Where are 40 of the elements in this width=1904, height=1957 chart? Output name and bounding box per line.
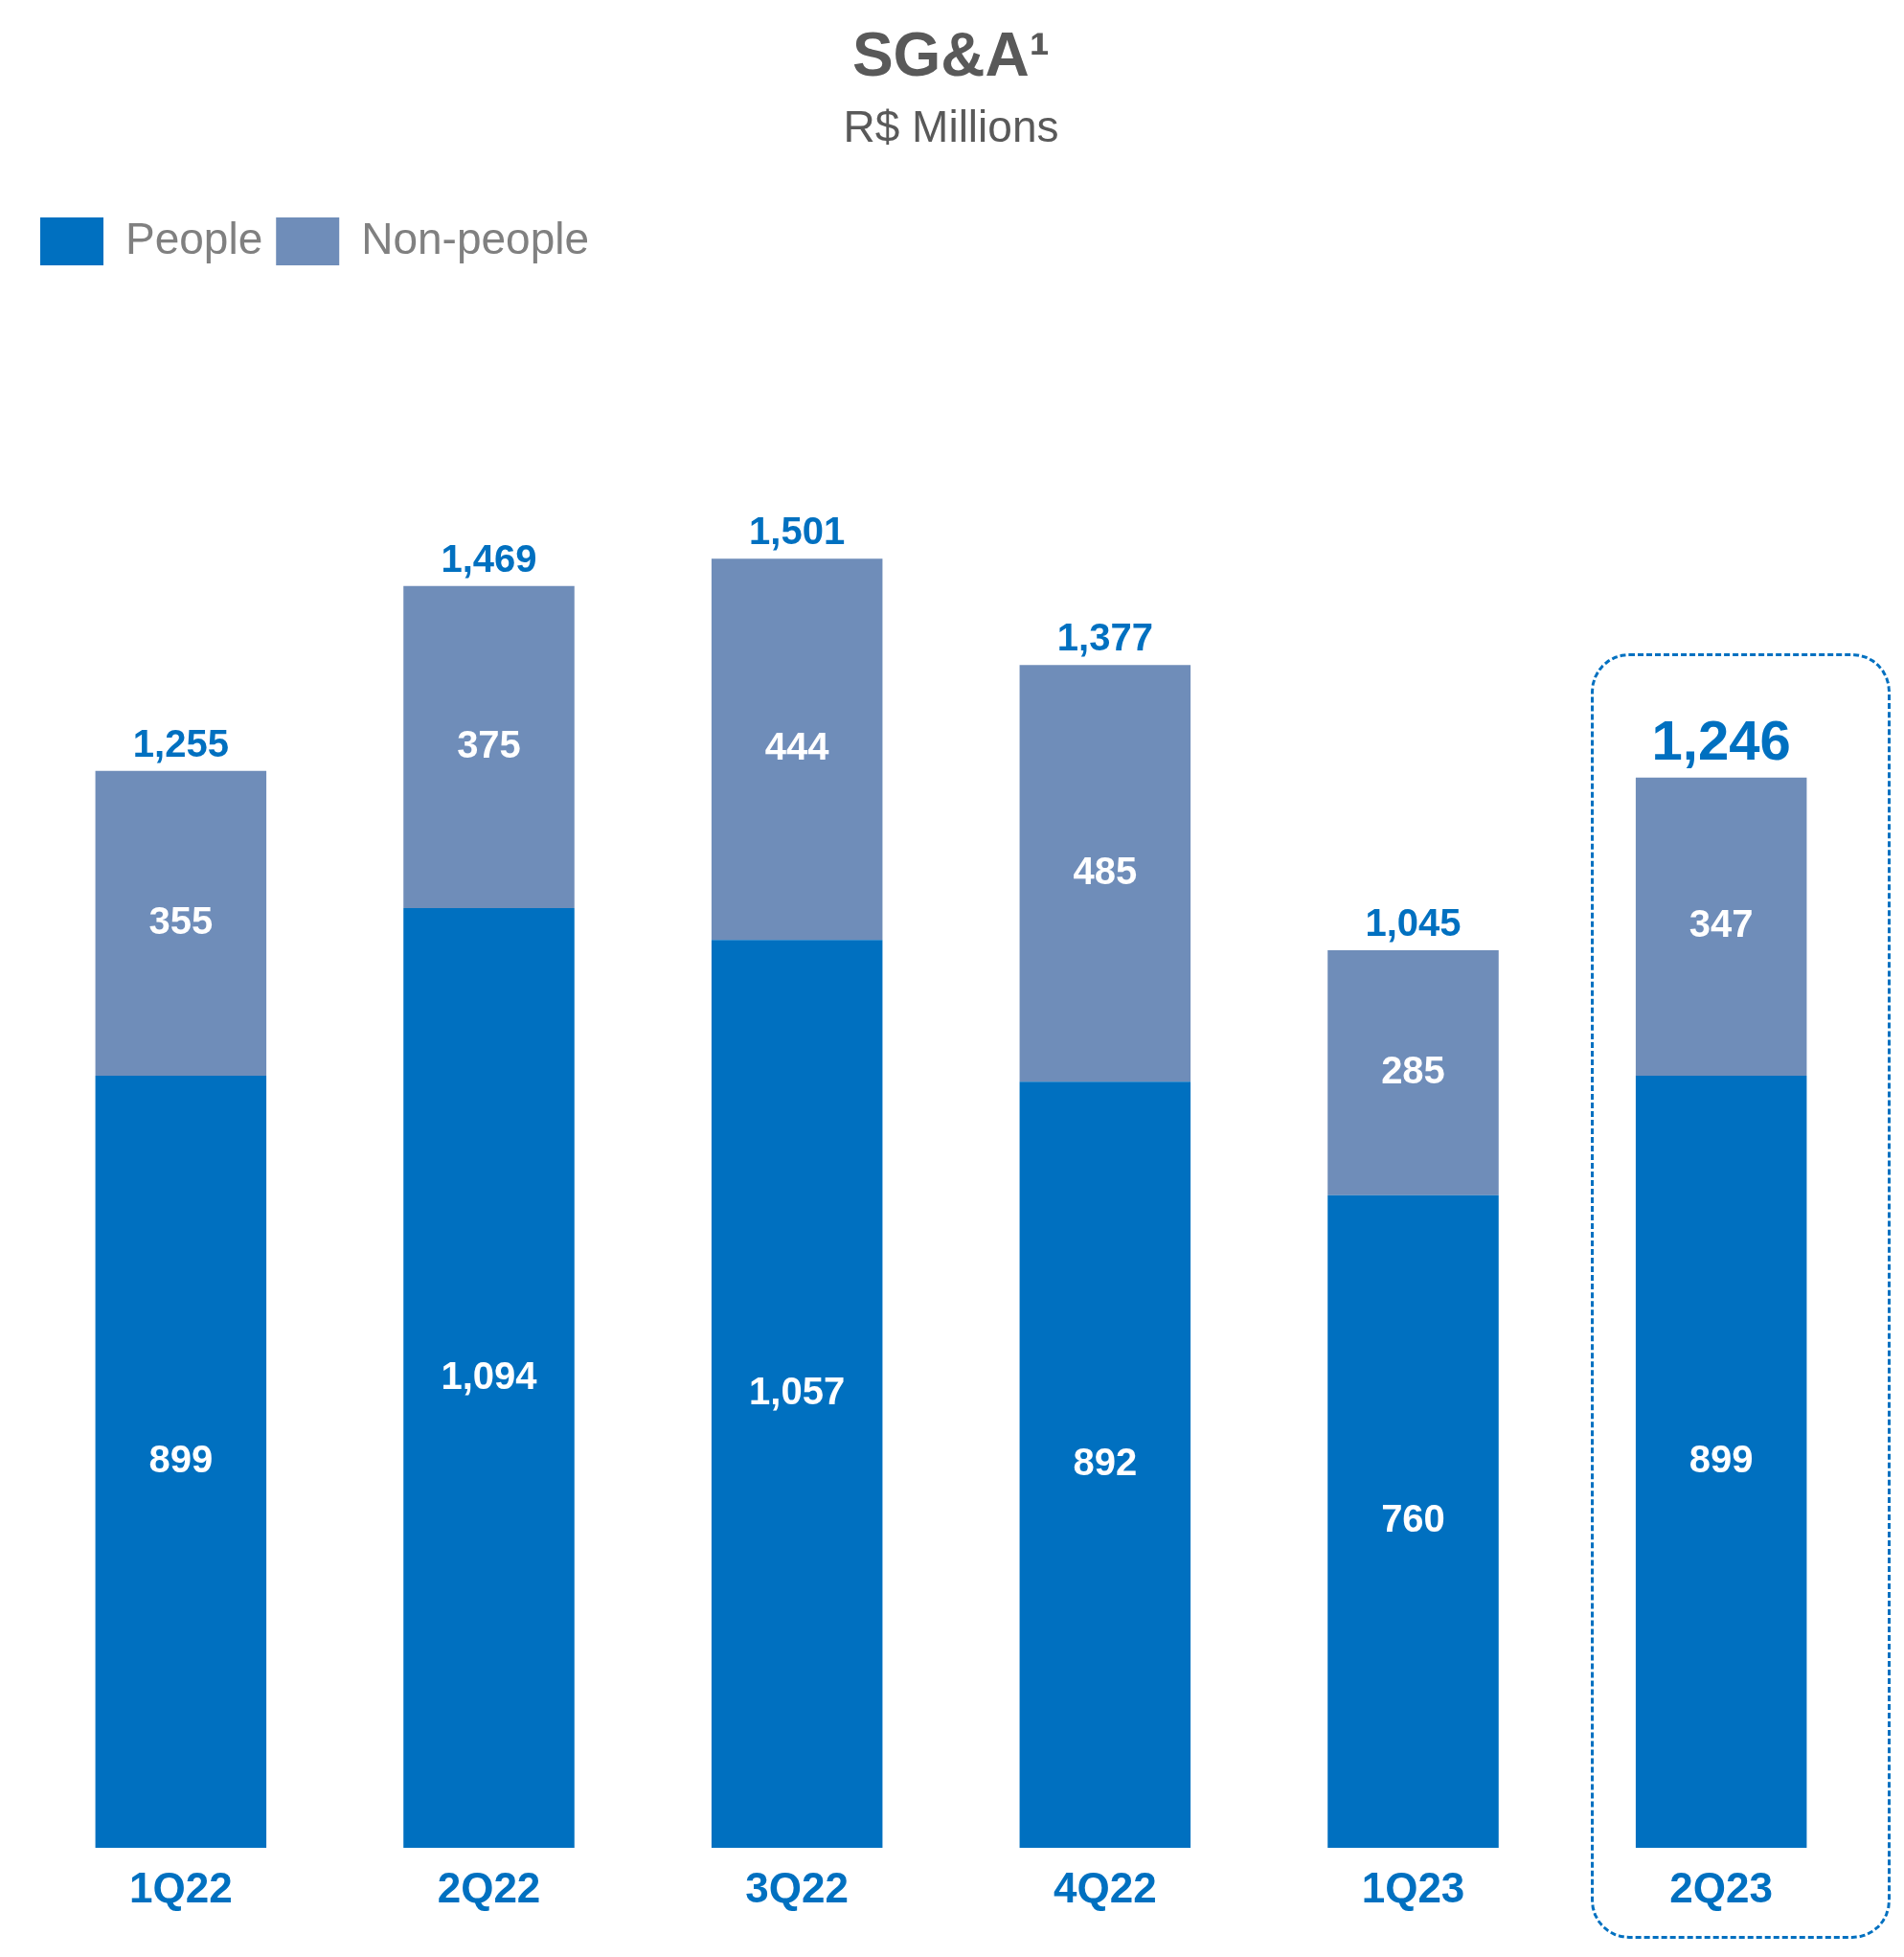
x-tick-label: 1Q22 xyxy=(129,1863,233,1911)
bar xyxy=(403,585,575,909)
x-tick-label: 4Q22 xyxy=(1054,1863,1157,1911)
legend-label: Non-people xyxy=(361,213,590,263)
x-tick-label: 1Q23 xyxy=(1361,1863,1465,1911)
legend-label: People xyxy=(125,213,263,263)
bar xyxy=(711,558,883,941)
data-label: 1,057 xyxy=(749,1370,846,1413)
total-label: 1,469 xyxy=(441,536,537,580)
total-label: 1,045 xyxy=(1365,901,1462,944)
bar xyxy=(1635,777,1807,1076)
x-tick-label: 2Q22 xyxy=(437,1863,541,1911)
data-label: 899 xyxy=(1689,1438,1754,1481)
x-tick-label: 3Q22 xyxy=(745,1863,849,1911)
data-label: 285 xyxy=(1381,1048,1445,1091)
x-tick-label: 2Q23 xyxy=(1669,1863,1773,1911)
data-label: 892 xyxy=(1073,1441,1138,1484)
total-label: 1,255 xyxy=(132,721,229,764)
data-label: 347 xyxy=(1689,902,1754,945)
data-label: 444 xyxy=(764,725,830,768)
data-label: 760 xyxy=(1381,1497,1445,1540)
chart-title: SG&A¹ xyxy=(851,20,1051,90)
data-label: 355 xyxy=(148,899,214,942)
chart-subtitle: R$ Millions xyxy=(843,102,1059,152)
data-label: 485 xyxy=(1073,849,1138,892)
bar xyxy=(95,1076,267,1849)
bar xyxy=(1019,1081,1191,1849)
total-label: 1,246 xyxy=(1651,708,1791,771)
data-label: 1,094 xyxy=(441,1354,538,1397)
total-label: 1,501 xyxy=(749,510,846,553)
bar xyxy=(1327,950,1499,1195)
bar xyxy=(1635,1076,1807,1849)
data-label: 375 xyxy=(457,723,521,766)
bar xyxy=(1019,665,1191,1082)
data-label: 899 xyxy=(148,1438,214,1481)
bar xyxy=(403,908,575,1849)
total-label: 1,377 xyxy=(1056,616,1153,659)
bar xyxy=(95,770,267,1076)
bar xyxy=(711,940,883,1849)
bar xyxy=(1327,1195,1499,1849)
